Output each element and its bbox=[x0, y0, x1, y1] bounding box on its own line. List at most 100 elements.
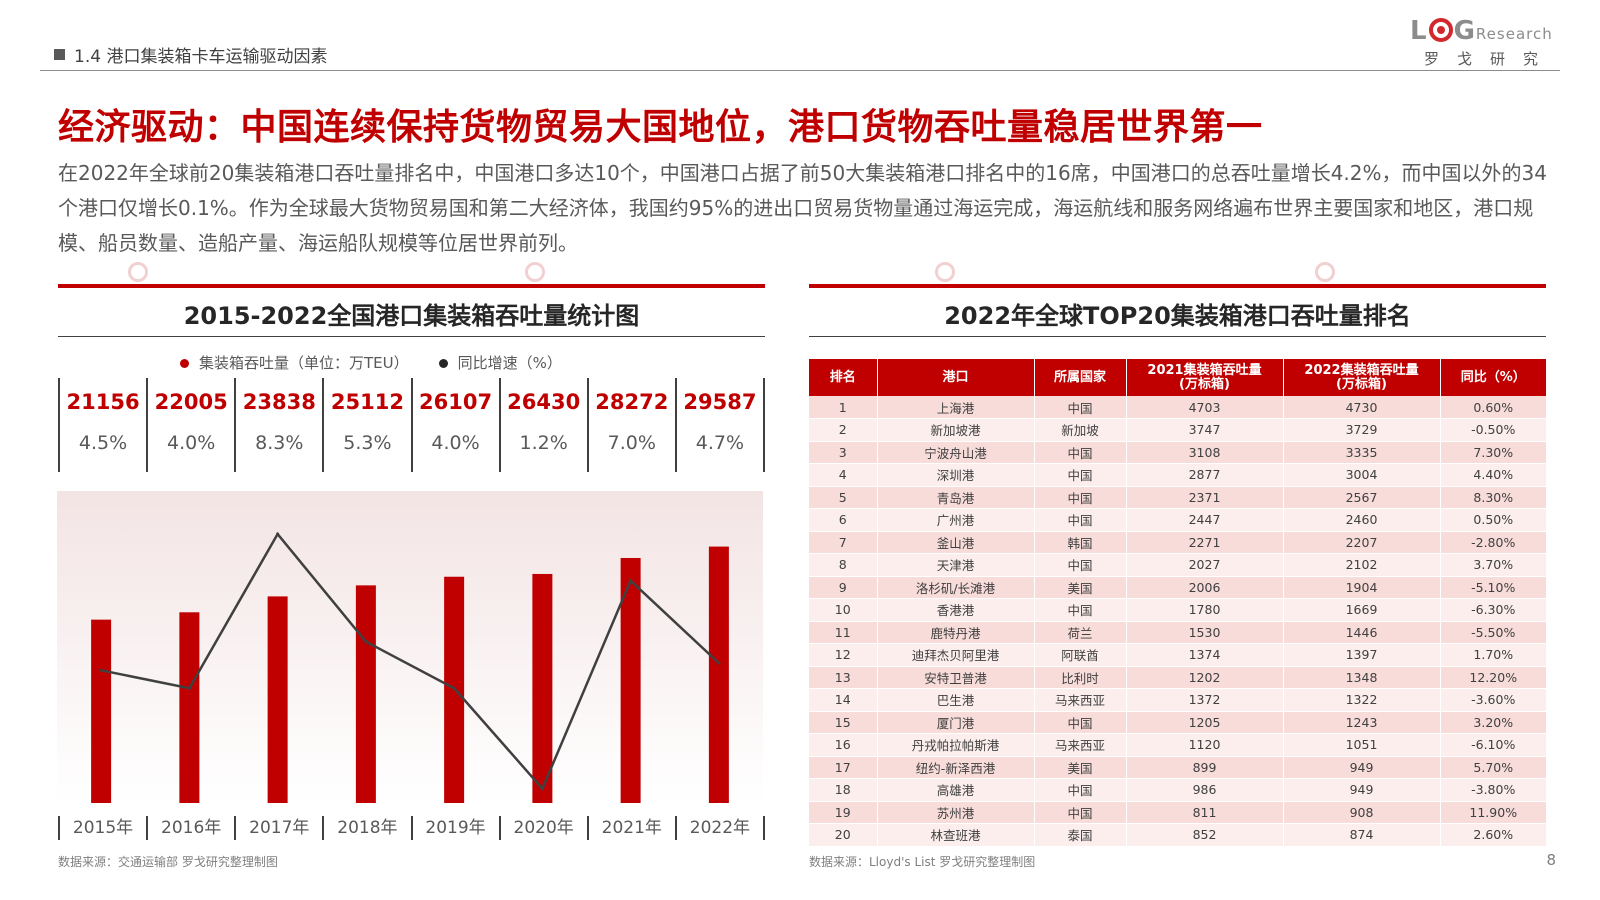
table-cell: 1530 bbox=[1126, 621, 1284, 644]
table-cell: 1397 bbox=[1283, 643, 1441, 667]
x-tick-label: 2021年 bbox=[586, 816, 675, 840]
table-cell: 苏州港 bbox=[877, 801, 1035, 824]
table-cell: 15 bbox=[809, 711, 878, 734]
table-row: 13 安特卫普港 比利时 1202 1348 12.20% bbox=[809, 666, 1546, 689]
data-label-throughput: 26430 bbox=[507, 390, 581, 414]
table-cell: 14 bbox=[809, 688, 878, 712]
table-cell: 中国 bbox=[1034, 396, 1127, 419]
table-cell: 美国 bbox=[1034, 756, 1127, 779]
table-cell: 2447 bbox=[1126, 508, 1284, 532]
logo: L GResearch 罗戈研究 bbox=[1410, 16, 1560, 68]
logo-mark: L GResearch bbox=[1410, 16, 1553, 46]
table-cell: 3747 bbox=[1126, 418, 1284, 442]
table-cell: 新加坡 bbox=[1034, 418, 1127, 442]
table-cell: 7 bbox=[809, 531, 878, 554]
table-cell: 马来西亚 bbox=[1034, 688, 1127, 712]
bar-2017年 bbox=[267, 596, 288, 803]
table-cell: 20 bbox=[809, 823, 878, 847]
table-cell: 青岛港 bbox=[877, 486, 1035, 509]
table-row: 19 苏州港 中国 811 908 11.90% bbox=[809, 801, 1546, 824]
table-row: 6 广州港 中国 2447 2460 0.50% bbox=[809, 508, 1546, 532]
table-cell: 1322 bbox=[1283, 688, 1441, 712]
table-cell: 0.50% bbox=[1440, 508, 1546, 532]
growth-point-2021年 bbox=[629, 579, 633, 583]
value-label-row: 21156 4.5% 22005 4.0% 23838 8.3% 25112 5.3% … bbox=[58, 378, 765, 472]
table-row: 15 厦门港 中国 1205 1243 3.20% bbox=[809, 711, 1546, 734]
table-cell: 811 bbox=[1126, 801, 1284, 824]
ranking-table: 排名 港口 所属国家 2021集装箱吞吐量 (万标箱) 2022集装箱吞吐量 (万标箱) 同比… bbox=[809, 359, 1546, 847]
table-cell: 1202 bbox=[1126, 666, 1284, 689]
table-cell: 安特卫普港 bbox=[877, 666, 1035, 689]
table-row: 9 洛杉矶/长滩港 美国 2006 1904 -5.10% bbox=[809, 576, 1546, 599]
table-cell: 釜山港 bbox=[877, 531, 1035, 554]
table-cell: 中国 bbox=[1034, 486, 1127, 509]
table-cell: 4703 bbox=[1126, 396, 1284, 419]
table-cell: 新加坡港 bbox=[877, 418, 1035, 442]
table-cell: 949 bbox=[1283, 778, 1441, 802]
growth-point-2017年 bbox=[276, 532, 280, 536]
table-cell: 19 bbox=[809, 801, 878, 824]
table-cell: 899 bbox=[1126, 756, 1284, 779]
table-cell: 5 bbox=[809, 486, 878, 509]
x-tick-label: 2017年 bbox=[234, 816, 322, 840]
data-label-growth: 5.3% bbox=[343, 432, 392, 454]
data-label-throughput: 21156 bbox=[66, 390, 140, 414]
table-cell: 韩国 bbox=[1034, 531, 1127, 554]
data-label-throughput: 26107 bbox=[419, 390, 493, 414]
table-cell: 1348 bbox=[1283, 666, 1441, 689]
table-cell: 中国 bbox=[1034, 801, 1127, 824]
table-cell: 中国 bbox=[1034, 778, 1127, 802]
growth-point-2019年 bbox=[452, 686, 456, 690]
table-header-cell: 同比（%） bbox=[1440, 359, 1546, 396]
table-body: 1 上海港 中国 4703 4730 0.60% 2 新加坡港 新加坡 3747 3729 -0.50… bbox=[809, 396, 1546, 847]
bar-2015年 bbox=[91, 619, 112, 803]
table-cell: 丹戎帕拉帕斯港 bbox=[877, 733, 1035, 757]
table-cell: 0.60% bbox=[1440, 396, 1546, 419]
x-tick-label: 2016年 bbox=[146, 816, 234, 840]
table-cell: 2271 bbox=[1126, 531, 1284, 554]
left-title-underline bbox=[58, 336, 765, 337]
x-tick-label: 2020年 bbox=[498, 816, 587, 840]
bar-2020年 bbox=[532, 573, 553, 803]
table-cell: 2102 bbox=[1283, 553, 1441, 577]
table-row: 5 青岛港 中国 2371 2567 8.30% bbox=[809, 486, 1546, 509]
x-axis-labels: 2015年 2016年 2017年 2018年 2019年 2020年 2021… bbox=[58, 816, 765, 840]
table-cell: 上海港 bbox=[877, 396, 1035, 419]
table-cell: 2877 bbox=[1126, 463, 1284, 487]
table-cell: 2 bbox=[809, 418, 878, 442]
ranking-table-wrapper: 排名 港口 所属国家 2021集装箱吞吐量 (万标箱) 2022集装箱吞吐量 (万标箱) 同比… bbox=[809, 359, 1546, 847]
table-cell: 纽约-新泽西港 bbox=[877, 756, 1035, 779]
table-cell: 广州港 bbox=[877, 508, 1035, 532]
table-row: 17 纽约-新泽西港 美国 899 949 5.70% bbox=[809, 756, 1546, 779]
table-header-row: 排名 港口 所属国家 2021集装箱吞吐量 (万标箱) 2022集装箱吞吐量 (万标箱) 同比… bbox=[809, 359, 1546, 396]
table-cell: 10 bbox=[809, 598, 878, 622]
table-cell: 1205 bbox=[1126, 711, 1284, 734]
table-cell: 鹿特丹港 bbox=[877, 621, 1035, 644]
data-label-growth: 4.0% bbox=[431, 432, 480, 454]
table-row: 7 釜山港 韩国 2271 2207 -2.80% bbox=[809, 531, 1546, 554]
table-row: 12 迪拜杰贝阿里港 阿联酋 1374 1397 1.70% bbox=[809, 643, 1546, 667]
table-cell: 巴生港 bbox=[877, 688, 1035, 712]
watermark-logo bbox=[935, 262, 961, 282]
chart-plot-area bbox=[57, 491, 763, 803]
data-label-throughput: 25112 bbox=[330, 390, 404, 414]
table-cell: 4730 bbox=[1283, 396, 1441, 419]
table-cell: 中国 bbox=[1034, 553, 1127, 577]
table-cell: 中国 bbox=[1034, 598, 1127, 622]
x-tick-label: 2018年 bbox=[322, 816, 410, 840]
table-cell: 3.20% bbox=[1440, 711, 1546, 734]
table-cell: 洛杉矶/长滩港 bbox=[877, 576, 1035, 599]
section-label: 1.4 港口集装箱卡车运输驱动因素 bbox=[74, 47, 328, 67]
table-cell: 16 bbox=[809, 733, 878, 757]
table-cell: 比利时 bbox=[1034, 666, 1127, 689]
table-cell: 18 bbox=[809, 778, 878, 802]
table-cell: 3108 bbox=[1126, 441, 1284, 464]
table-cell: 1.70% bbox=[1440, 643, 1546, 667]
table-row: 2 新加坡港 新加坡 3747 3729 -0.50% bbox=[809, 418, 1546, 442]
table-cell: 林查班港 bbox=[877, 823, 1035, 847]
bar-2022年 bbox=[708, 546, 729, 803]
x-tick-label: 2022年 bbox=[674, 816, 765, 840]
growth-line bbox=[100, 531, 720, 791]
table-cell: 8 bbox=[809, 553, 878, 577]
growth-point-2022年 bbox=[717, 661, 721, 665]
